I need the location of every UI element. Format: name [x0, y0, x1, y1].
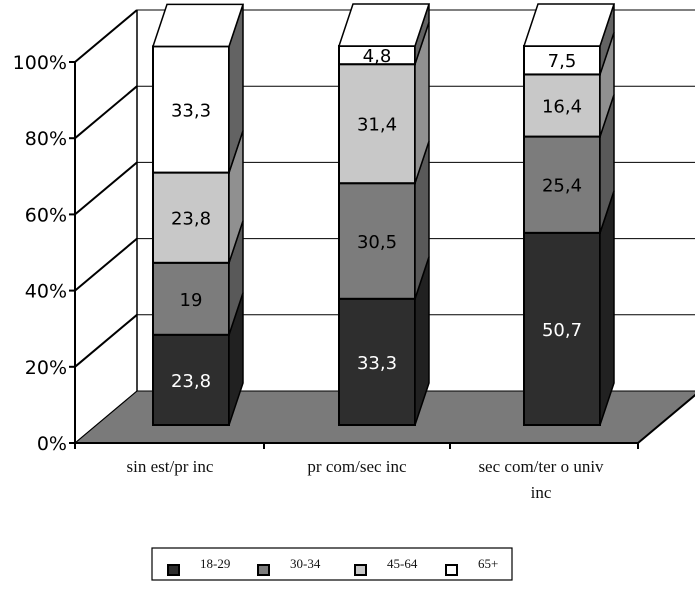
x-tick-label: pr com/sec inc — [307, 457, 407, 476]
legend-swatch — [257, 564, 270, 576]
gridline-side — [74, 9, 138, 63]
y-tick-label: 0% — [37, 433, 67, 455]
y-tick-label: 20% — [25, 357, 67, 379]
legend-swatch — [445, 564, 458, 576]
bar-segment — [523, 231, 601, 426]
y-tick-label: 100% — [13, 52, 67, 74]
gridline-side — [74, 314, 138, 368]
bar-segment — [338, 182, 416, 300]
data-label: 16,4 — [542, 97, 582, 118]
data-label: 30,5 — [357, 232, 397, 253]
gridline-side — [74, 237, 138, 292]
y-tick-label: 80% — [25, 128, 67, 150]
legend-label: 30-34 — [290, 556, 321, 571]
y-tick-label: 40% — [25, 281, 67, 303]
data-label: 4,8 — [363, 46, 392, 67]
legend-label: 18-29 — [200, 556, 230, 571]
bar-top-face — [151, 3, 245, 48]
data-label: 31,4 — [357, 115, 397, 136]
legend-swatch — [354, 564, 367, 576]
data-label: 50,7 — [542, 320, 582, 341]
data-label: 25,4 — [542, 176, 582, 197]
x-tick-label: sec com/ter o univ — [478, 457, 604, 476]
data-label: 23,8 — [171, 371, 211, 392]
y-tick-label: 60% — [25, 204, 67, 226]
bar-segment — [338, 297, 416, 426]
data-label: 33,3 — [171, 100, 211, 121]
bar-stack: 23,8 19 23,8 33,3 — [151, 3, 245, 427]
gridline-side — [74, 85, 138, 139]
bar-stack: 50,7 25,4 16,4 7,5 — [522, 3, 616, 426]
x-tick-label: inc — [531, 483, 552, 502]
legend-swatch — [167, 564, 180, 576]
bar-top-face — [522, 3, 616, 47]
legend: 18-29 30-34 45-64 65+ — [151, 547, 513, 581]
bar-stack: 33,3 30,5 31,4 4,8 — [337, 3, 431, 426]
bar-segment — [152, 333, 230, 427]
data-label: 7,5 — [548, 51, 577, 72]
bar-segment — [152, 261, 230, 336]
legend-label: 45-64 — [387, 556, 418, 571]
floor-right-edge — [637, 393, 695, 444]
gridline-side — [74, 161, 138, 216]
bar-top-face — [337, 3, 431, 47]
legend-label: 65+ — [478, 556, 498, 571]
data-label: 23,8 — [171, 209, 211, 230]
bar-segment — [338, 63, 416, 185]
x-tick-label: sin est/pr inc — [127, 457, 214, 476]
floor-left-edge — [74, 390, 138, 444]
data-label: 33,3 — [357, 353, 397, 374]
bar-segment — [523, 45, 601, 76]
data-label: 19 — [180, 290, 203, 311]
